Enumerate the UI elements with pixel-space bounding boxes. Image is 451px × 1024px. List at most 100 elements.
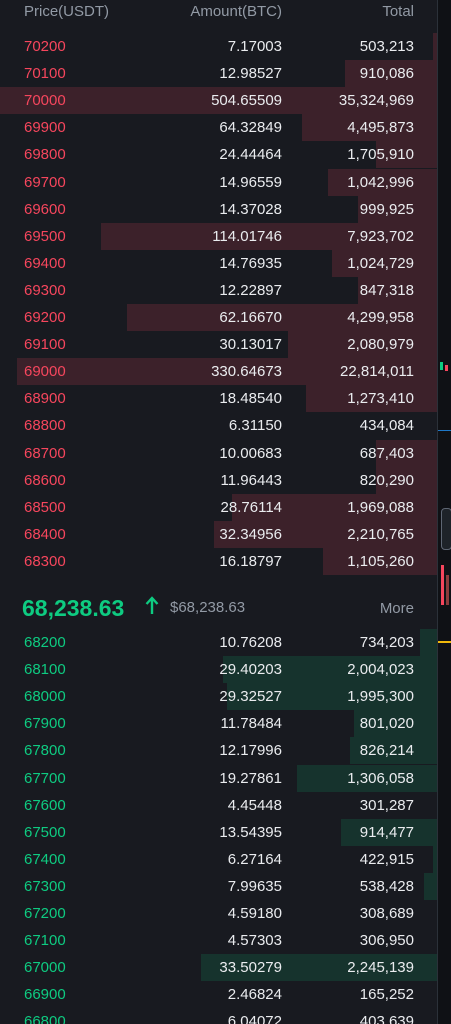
ask-amount: 12.98527: [219, 65, 282, 83]
more-button[interactable]: More: [379, 600, 414, 617]
ask-total: 4,495,873: [347, 119, 414, 137]
bid-row[interactable]: 66900 2.46824 165,252: [0, 981, 437, 1008]
bid-total: 301,287: [359, 796, 414, 814]
ask-depth-bar: [0, 87, 437, 115]
ask-depth-bar: [376, 466, 437, 494]
ask-row[interactable]: 69400 14.76935 1,024,729: [0, 249, 437, 277]
ask-price: 69700: [24, 173, 66, 191]
bid-row[interactable]: 66800 6.04072 403,639: [0, 1008, 437, 1024]
candle-mark: [440, 362, 443, 370]
ask-row[interactable]: 68800 6.31150 434,084: [0, 412, 437, 439]
ask-row[interactable]: 69000 330.64673 22,814,011: [0, 358, 437, 386]
ask-amount: 7.17003: [227, 38, 282, 55]
bid-total: 165,252: [359, 986, 414, 1004]
bid-amount: 4.57303: [227, 932, 282, 950]
bid-amount: 13.54395: [219, 823, 282, 841]
bid-depth-bar: [227, 683, 437, 711]
ask-depth-bar: [306, 385, 437, 413]
ask-price: 69100: [24, 336, 66, 354]
ask-depth-bar: [376, 439, 437, 467]
bid-total: 914,477: [359, 823, 414, 841]
ask-amount: 14.96559: [219, 173, 282, 191]
ask-row[interactable]: 68400 32.34956 2,210,765: [0, 520, 437, 548]
bid-price: 67800: [24, 742, 66, 760]
ask-depth-bar: [17, 358, 437, 386]
bid-depth-bar: [420, 629, 437, 656]
ask-depth-bar: [328, 168, 437, 196]
ask-amount: 30.13017: [219, 336, 282, 354]
ask-price: 69800: [24, 146, 66, 164]
arrow-up-icon: [145, 596, 159, 614]
ask-amount: 114.01746: [212, 227, 282, 245]
chart-line: [438, 641, 451, 643]
ask-row[interactable]: 69500 114.01746 7,923,702: [0, 222, 437, 250]
bid-row[interactable]: 68200 10.76208 734,203: [0, 629, 437, 656]
ask-total: 2,080,979: [347, 336, 414, 354]
order-book-header: Price(USDT) Amount(BTC) Total: [0, 0, 437, 26]
ask-row[interactable]: 69900 64.32849 4,495,873: [0, 114, 437, 142]
bid-row[interactable]: 67700 19.27861 1,306,058: [0, 764, 437, 792]
bid-row[interactable]: 67300 7.99635 538,428: [0, 872, 437, 900]
ask-amount: 32.34956: [219, 525, 282, 543]
bid-total: 801,020: [359, 715, 414, 733]
ask-price: 69600: [24, 200, 66, 218]
ask-amount: 28.76114: [220, 498, 282, 516]
ask-depth-bar: [358, 195, 437, 223]
amount-column-header: Amount(BTC): [190, 3, 282, 20]
bid-row[interactable]: 67500 13.54395 914,477: [0, 818, 437, 846]
ask-row[interactable]: 70000 504.65509 35,324,969: [0, 87, 437, 115]
ask-amount: 18.48540: [219, 390, 282, 408]
ask-row[interactable]: 69800 24.44464 1,705,910: [0, 141, 437, 169]
ask-amount: 10.00683: [219, 444, 282, 462]
ask-total: 7,923,702: [347, 227, 414, 245]
ask-total: 820,290: [359, 471, 414, 489]
bid-row[interactable]: 67600 4.45448 301,287: [0, 792, 437, 819]
ask-row[interactable]: 69300 12.22897 847,318: [0, 276, 437, 304]
bid-amount: 2.46824: [227, 986, 282, 1004]
bid-row[interactable]: 67200 4.59180 308,689: [0, 900, 437, 927]
bid-row[interactable]: 67400 6.27164 422,915: [0, 845, 437, 873]
bid-row[interactable]: 68100 29.40203 2,004,023: [0, 656, 437, 684]
ask-row[interactable]: 69100 30.13017 2,080,979: [0, 331, 437, 359]
bid-row[interactable]: 67000 33.50279 2,245,139: [0, 954, 437, 982]
ask-row[interactable]: 68300 16.18797 1,105,260: [0, 547, 437, 575]
ask-row[interactable]: 70100 12.98527 910,086: [0, 60, 437, 88]
ask-total: 1,273,410: [347, 390, 414, 408]
bid-price: 67100: [24, 932, 66, 950]
ask-row[interactable]: 69200 62.16670 4,299,958: [0, 304, 437, 331]
bid-row[interactable]: 67800 12.17996 826,214: [0, 737, 437, 765]
ask-row[interactable]: 68700 10.00683 687,403: [0, 439, 437, 467]
bid-total: 308,689: [359, 905, 414, 922]
ask-row[interactable]: 68900 18.48540 1,273,410: [0, 385, 437, 413]
ask-row[interactable]: 68500 28.76114 1,969,088: [0, 493, 437, 521]
candle-mark: [441, 565, 444, 605]
bid-row[interactable]: 67100 4.57303 306,950: [0, 927, 437, 954]
bid-depth-bar: [424, 872, 437, 900]
bid-price: 67500: [24, 823, 66, 841]
bid-row[interactable]: 67900 11.78484 801,020: [0, 710, 437, 738]
chart-handle[interactable]: [441, 508, 451, 550]
ask-depth-bar: [288, 331, 437, 359]
ask-row[interactable]: 69600 14.37028 999,925: [0, 195, 437, 223]
bid-amount: 4.45448: [227, 796, 282, 814]
bid-row[interactable]: 68000 29.32527 1,995,300: [0, 683, 437, 711]
ask-row[interactable]: 69700 14.96559 1,042,996: [0, 168, 437, 196]
bid-price: 67700: [24, 769, 66, 787]
ask-total: 1,705,910: [347, 146, 414, 164]
bid-price: 66900: [24, 986, 66, 1004]
bid-total: 826,214: [359, 742, 414, 760]
bid-price: 67300: [24, 877, 66, 895]
ask-row[interactable]: 68600 11.96443 820,290: [0, 466, 437, 494]
ask-row[interactable]: 70200 7.17003 503,213: [0, 33, 437, 60]
ask-amount: 14.37028: [219, 200, 282, 218]
chart-line: [438, 430, 451, 431]
bid-total: 538,428: [359, 877, 414, 895]
bid-price: 67000: [24, 959, 66, 977]
bid-total: 734,203: [359, 634, 414, 651]
ask-total: 1,969,088: [347, 498, 414, 516]
ask-depth-bar: [214, 520, 437, 548]
last-price: 68,238.63: [22, 595, 125, 621]
ask-depth-bar: [433, 33, 437, 60]
ask-depth-bar: [232, 493, 437, 521]
ask-amount: 16.18797: [219, 552, 282, 570]
